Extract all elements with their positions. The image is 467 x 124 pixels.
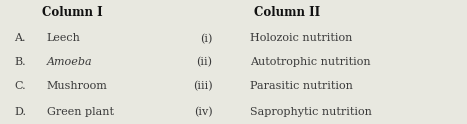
Text: Holozoic nutrition: Holozoic nutrition <box>250 33 352 44</box>
Text: Mushroom: Mushroom <box>47 81 107 91</box>
Text: (iv): (iv) <box>194 107 212 117</box>
Text: (iii): (iii) <box>193 81 212 91</box>
Text: Parasitic nutrition: Parasitic nutrition <box>250 81 353 91</box>
Text: B.: B. <box>14 57 26 67</box>
Text: C.: C. <box>14 81 26 91</box>
Text: Column I: Column I <box>42 6 103 19</box>
Text: Saprophytic nutrition: Saprophytic nutrition <box>250 107 372 117</box>
Text: Amoeba: Amoeba <box>47 57 92 67</box>
Text: Column II: Column II <box>254 6 320 19</box>
Text: (i): (i) <box>200 33 212 44</box>
Text: D.: D. <box>14 107 26 117</box>
Text: Green plant: Green plant <box>47 107 113 117</box>
Text: Leech: Leech <box>47 33 81 44</box>
Text: A.: A. <box>14 33 26 44</box>
Text: Autotrophic nutrition: Autotrophic nutrition <box>250 57 370 67</box>
Text: (ii): (ii) <box>197 57 212 67</box>
